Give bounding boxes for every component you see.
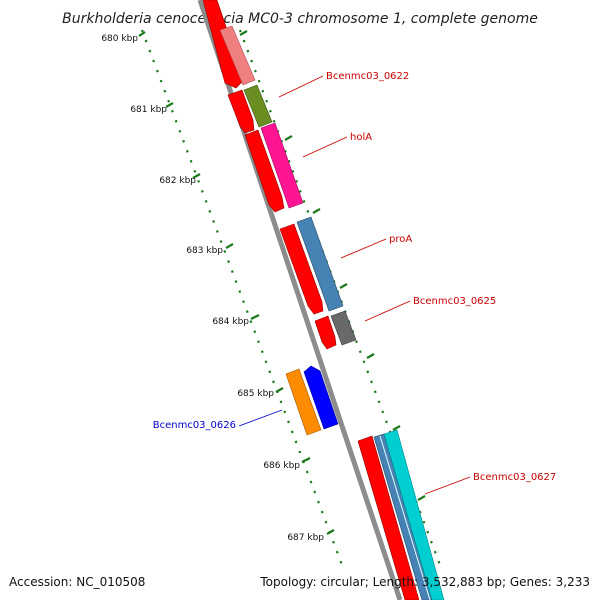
tick-label: 683 kbp bbox=[186, 246, 223, 256]
steelblue-feature bbox=[296, 216, 344, 312]
tick-label: 680 kbp bbox=[101, 34, 138, 44]
features bbox=[202, 0, 445, 600]
pink-feature bbox=[219, 25, 256, 86]
gene-label-bcenmc03-0627[interactable]: Bcenmc03_0627 bbox=[473, 472, 556, 483]
tick-label: 687 kbp bbox=[287, 533, 324, 543]
tick-label: 684 kbp bbox=[212, 317, 249, 327]
tick-labels: 680 kbp 681 kbp 682 kbp 683 kbp 684 kbp … bbox=[101, 34, 324, 543]
tick-label: 686 kbp bbox=[263, 461, 300, 471]
label-leaders bbox=[238, 75, 471, 495]
map-title: Burkholderia cenocepacia MC0-3 chromosom… bbox=[62, 11, 538, 27]
cds-feature bbox=[244, 129, 285, 213]
genome-summary-text: Topology: circular; Length: 3,532,883 bp… bbox=[259, 575, 590, 589]
cds-feature bbox=[227, 89, 255, 134]
cyan-highlight bbox=[379, 435, 431, 600]
gene-label-hola[interactable]: holA bbox=[350, 132, 372, 143]
gene-label-bcenmc03-0625[interactable]: Bcenmc03_0625 bbox=[413, 296, 496, 307]
gray-feature bbox=[330, 310, 357, 346]
tick-label: 681 kbp bbox=[130, 105, 167, 115]
olive-feature bbox=[243, 84, 273, 128]
magenta-feature bbox=[260, 122, 304, 209]
cds-feature bbox=[314, 315, 337, 350]
ruler-ticks bbox=[138, 30, 426, 535]
backbone bbox=[197, 0, 403, 600]
blue-feature bbox=[303, 365, 339, 430]
gene-label-proa[interactable]: proA bbox=[389, 234, 412, 245]
cyan-feature bbox=[383, 429, 445, 600]
tick-label: 682 kbp bbox=[159, 176, 196, 186]
cds-feature bbox=[279, 223, 324, 315]
accession-text: Accession: NC_010508 bbox=[9, 575, 145, 589]
gene-labels: Bcenmc03_0622 holA proA Bcenmc03_0625 Bc… bbox=[153, 71, 557, 483]
orange-feature bbox=[285, 368, 322, 436]
cds-feature bbox=[202, 0, 245, 89]
cds-feature bbox=[357, 435, 420, 600]
tick-label: 685 kbp bbox=[237, 389, 274, 399]
gene-label-bcenmc03-0622[interactable]: Bcenmc03_0622 bbox=[326, 71, 409, 82]
gene-label-bcenmc03-0626[interactable]: Bcenmc03_0626 bbox=[153, 420, 236, 431]
